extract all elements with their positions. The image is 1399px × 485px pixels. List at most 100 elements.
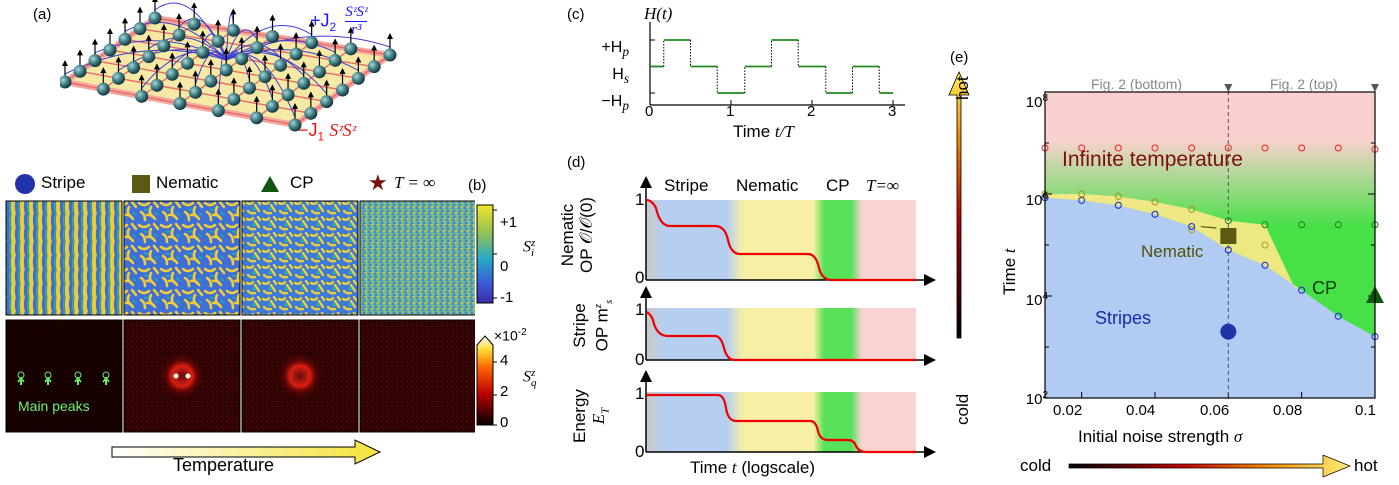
spin-site: [196, 45, 210, 59]
field-chart: [649, 22, 905, 106]
data-point: [1114, 144, 1122, 152]
stripe-marker-point: [1220, 323, 1237, 340]
snapshot-grid: [5, 200, 475, 433]
field-xlabel: Time t/T: [733, 122, 794, 141]
sq-colorbar-exponent: ×10-2: [494, 327, 527, 344]
nematic-region-label: Nematic: [1141, 242, 1204, 261]
stripes-region-label: Stripes: [1095, 308, 1152, 328]
nematic-ytick-1: 1: [635, 190, 645, 209]
energy-ytick-1: 1: [635, 384, 645, 403]
spin-site: [266, 30, 279, 43]
data-point: [1151, 198, 1159, 206]
nematic-op-ylabel: Nematic OP 𝒪/𝒪(0): [558, 197, 596, 273]
data-point: [1224, 217, 1232, 225]
guide-arrow: [1371, 84, 1379, 92]
data-point: [1224, 246, 1232, 254]
data-point: [1114, 201, 1122, 209]
spin-site: [250, 111, 264, 125]
spin-site: [288, 118, 302, 132]
stripe-marker: [15, 174, 35, 194]
spin-site: [304, 106, 318, 120]
spin-site: [60, 75, 72, 89]
cold-label: cold: [953, 393, 972, 425]
data-point: [1261, 144, 1269, 152]
spin-site: [118, 32, 132, 46]
spin-site: [96, 82, 110, 96]
nematic-ytick-0: 0: [635, 268, 645, 287]
nematic-label: Nematic: [156, 173, 219, 192]
spin-site: [133, 22, 147, 36]
spin-colorbar-ticks: +1 0 -1: [500, 214, 518, 306]
data-point: [1188, 144, 1196, 152]
spin-site: [289, 47, 303, 61]
data-point: [1078, 144, 1086, 152]
cp-snapshot: [241, 200, 359, 316]
nematic-op-panel: [640, 176, 936, 286]
spin-site: [328, 53, 342, 67]
stripe-snapshot: [5, 200, 123, 316]
spin-site: [305, 36, 319, 50]
data-point: [1334, 312, 1342, 320]
colorbars: [476, 204, 497, 426]
spin-site: [265, 99, 279, 113]
data-point: [1298, 144, 1306, 152]
cp-region-label: CP: [1312, 278, 1338, 298]
infinite-temperature-label: Infinite temperature: [1062, 148, 1243, 171]
bottom-temperature-arrow: [1068, 454, 1351, 478]
spin-site: [142, 50, 156, 64]
spin-site: [336, 83, 349, 97]
phase-legend: Stripe Nematic CP ★ T = ∞: [10, 170, 480, 196]
infinite-temperature-snapshot: [359, 200, 475, 316]
spin-site: [88, 54, 102, 68]
spin-site: [281, 88, 295, 102]
j1-label: −J1 SᶻSᶻ: [298, 120, 356, 144]
lattice-illustration: [60, 0, 398, 132]
phase-diagram: [1041, 84, 1384, 399]
guide-arrow: [1224, 84, 1233, 92]
spin-site: [204, 74, 218, 88]
hot-cold-arrow: [948, 70, 970, 339]
data-point: [1188, 205, 1196, 213]
data-point: [1188, 223, 1196, 231]
nematic-marker-point: [1220, 228, 1237, 245]
spin-site: [320, 95, 334, 109]
spins: [60, 0, 397, 132]
energy-ytick-0: 0: [635, 442, 645, 461]
spin-site: [103, 43, 117, 57]
spin-site: [312, 65, 326, 79]
spin-site: [211, 104, 225, 118]
nematic-marker: [132, 175, 150, 193]
temperature-label: Temperature: [173, 455, 275, 475]
spin-site: [187, 17, 201, 31]
panel-label-b: (b): [468, 177, 487, 194]
data-point: [1261, 261, 1269, 269]
spin-site: [226, 23, 240, 37]
field-xticks: 0 1 2 3: [645, 103, 897, 120]
j2-label: +J2 SᶻSᶻ r³: [310, 4, 368, 38]
data-point: [1224, 144, 1232, 152]
sq-colorbar-ticks: 4 2 0: [500, 352, 509, 431]
infinite-temperature-structure-factor: [359, 319, 475, 433]
spin-site: [111, 71, 125, 85]
spin-site: [150, 78, 164, 92]
spin-site: [250, 41, 264, 55]
energy-ylabel: Energy ET: [570, 389, 612, 443]
data-point: [1151, 144, 1159, 152]
panel-label-e: (e): [950, 49, 969, 66]
spin-site: [351, 71, 365, 85]
order-parameter-xlabel: Time t (logscale): [690, 458, 816, 477]
xticks-e: 0.02 0.04 0.06 0.08 0.1: [1053, 402, 1376, 419]
stripe-ytick-0: 0: [635, 350, 645, 369]
nematic-snapshot: [123, 200, 241, 316]
stripe-ytick-1: 1: [635, 300, 645, 319]
data-point: [1114, 192, 1122, 200]
stripe-label: Stripe: [41, 173, 86, 192]
spin-site: [181, 56, 194, 70]
fig2-bottom-label: Fig. 2 (bottom): [1091, 76, 1183, 92]
spin-site: [297, 76, 311, 90]
spin-site: [173, 97, 187, 110]
spin-site: [344, 42, 358, 56]
spin-site: [367, 60, 381, 74]
